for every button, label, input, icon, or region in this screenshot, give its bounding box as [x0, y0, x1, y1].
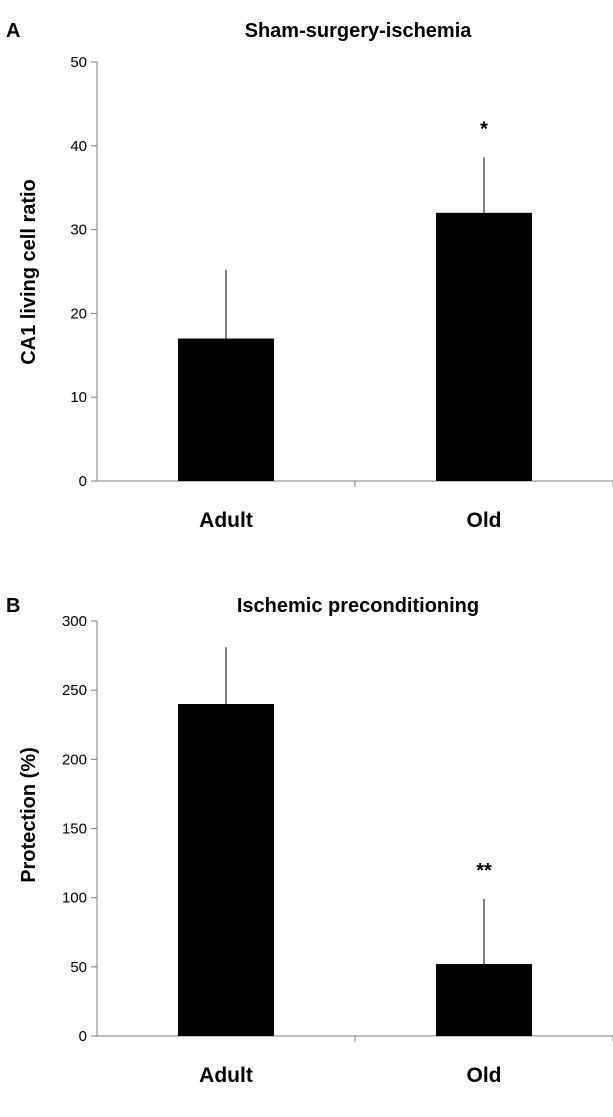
- panel-b-y-tick-label: 200: [62, 751, 87, 768]
- panel-b-significance-marker: **: [476, 860, 492, 882]
- panel-b-y-axis-label: Protection (%): [18, 747, 40, 883]
- panel-b: B Ischemic preconditioning Protection (%…: [6, 595, 613, 1087]
- panel-letter-b: B: [6, 595, 20, 617]
- panel-b-y-tick-label: 0: [79, 1028, 87, 1045]
- panel-a-bar-old: [436, 212, 532, 481]
- panel-a-y-tick-label: 30: [70, 222, 87, 239]
- panel-a-y-tick-label: 10: [70, 389, 87, 406]
- panel-b-category-label: Old: [467, 1064, 502, 1087]
- panel-a-significance-marker: *: [480, 119, 488, 141]
- panel-b-y-tick-label: 100: [62, 890, 87, 907]
- panel-b-bar-adult: [178, 704, 274, 1036]
- panel-a-y-tick-label: 40: [70, 138, 87, 155]
- panel-b-y-tick-label: 50: [70, 959, 87, 976]
- panel-b-plot: 0 50 100 150 200 250 300 Adult ** Old: [62, 613, 613, 1087]
- panel-a-bar-adult: [178, 338, 274, 481]
- panel-b-title: Ischemic preconditioning: [237, 595, 479, 617]
- panel-a: A Sham-surgery-ischemia CA1 living cell …: [6, 20, 613, 532]
- panel-b-bar-old: [436, 964, 532, 1036]
- panel-b-y-tick-label: 150: [62, 821, 87, 838]
- panel-a-y-tick-label: 0: [79, 473, 87, 490]
- panel-a-plot: 0 10 20 30 40 50 Adult * Old: [70, 54, 613, 532]
- panel-a-category-label: Old: [467, 509, 502, 532]
- panel-a-category-label: Adult: [199, 509, 253, 532]
- panel-a-y-tick-label: 50: [70, 54, 87, 71]
- panel-a-y-axis-label: CA1 living cell ratio: [18, 179, 40, 365]
- panel-a-title: Sham-surgery-ischemia: [245, 20, 473, 42]
- panel-a-y-tick-label: 20: [70, 305, 87, 322]
- panel-b-category-label: Adult: [199, 1064, 253, 1087]
- panel-b-y-tick-label: 250: [62, 682, 87, 699]
- panel-b-y-tick-label: 300: [62, 613, 87, 630]
- panel-letter-a: A: [6, 20, 20, 42]
